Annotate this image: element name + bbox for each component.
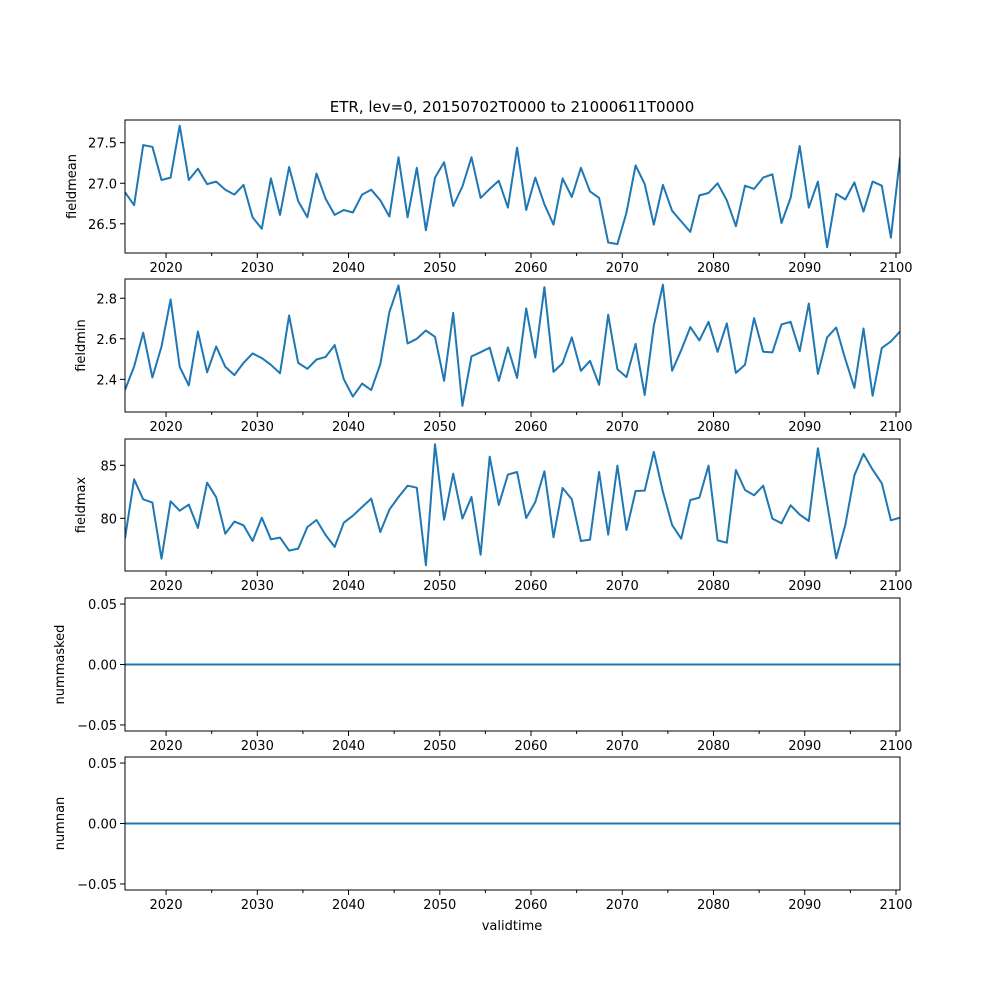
x-tick-label: 2070 — [606, 739, 639, 754]
panel-fieldmin: 2020 2030 2040 2050 2060 2070 2080 2090 2100 2.4 2… — [74, 278, 913, 435]
x-tick-label: 2030 — [241, 261, 274, 276]
series-line-fieldmax — [125, 443, 900, 567]
x-tick-label: 2060 — [514, 261, 547, 276]
y-axis-label: fieldmin — [74, 319, 89, 372]
panel-fieldmax: 2020 2030 2040 2050 2060 2070 2080 2090 2100 80 85… — [74, 438, 913, 594]
y-tick-label: 0.05 — [88, 757, 117, 772]
y-axis-label: nummasked — [53, 625, 68, 705]
x-tick-label: 2030 — [241, 898, 274, 913]
x-tick-label: 2070 — [606, 261, 639, 276]
x-tick-label: 2080 — [697, 261, 730, 276]
y-tick-label: −0.05 — [77, 878, 117, 893]
x-tick-label: 2060 — [514, 898, 547, 913]
y-tick-label: 80 — [100, 512, 117, 527]
y-axis-label: numnan — [53, 797, 68, 851]
x-tick-label: 2050 — [423, 898, 456, 913]
x-tick-label: 2030 — [241, 579, 274, 594]
x-tick-label: 2020 — [150, 420, 183, 435]
x-tick-label: 2040 — [332, 898, 365, 913]
y-tick-label: 0.00 — [88, 659, 117, 674]
x-tick-label: 2100 — [879, 898, 912, 913]
x-tick-label: 2070 — [606, 420, 639, 435]
x-tick-label: 2080 — [697, 579, 730, 594]
x-tick-label: 2020 — [150, 898, 183, 913]
axes-frame — [124, 119, 901, 254]
x-tick-label: 2050 — [423, 739, 456, 754]
panel-numnan: 2020 2030 2040 2050 2060 2070 2080 2090 2100 −0.0… — [53, 756, 913, 913]
x-tick-label: 2080 — [697, 898, 730, 913]
y-tick-label: 2.6 — [96, 333, 117, 348]
x-tick-label: 2090 — [788, 261, 821, 276]
x-tick-label: 2060 — [514, 739, 547, 754]
x-tick-label: 2040 — [332, 739, 365, 754]
x-tick-label: 2060 — [514, 579, 547, 594]
x-tick-label: 2040 — [332, 579, 365, 594]
axes-frame — [124, 438, 901, 572]
panel-nummasked: 2020 2030 2040 2050 2060 2070 2080 2090 2100 −0.0… — [53, 597, 913, 754]
x-tick-label: 2030 — [241, 739, 274, 754]
y-tick-label: 2.4 — [96, 373, 117, 388]
x-tick-label: 2060 — [514, 420, 547, 435]
x-tick-label: 2100 — [879, 579, 912, 594]
x-tick-label: 2100 — [879, 261, 912, 276]
y-tick-label: 27.0 — [88, 177, 117, 192]
y-tick-label: 0.00 — [88, 818, 117, 833]
x-tick-label: 2040 — [332, 420, 365, 435]
x-tick-label: 2050 — [423, 579, 456, 594]
x-tick-label: 2090 — [788, 898, 821, 913]
x-tick-label: 2020 — [150, 261, 183, 276]
y-axis-label: fieldmax — [74, 477, 89, 534]
x-tick-label: 2080 — [697, 420, 730, 435]
x-tick-label: 2040 — [332, 261, 365, 276]
y-tick-label: 27.5 — [88, 137, 117, 152]
x-tick-label: 2030 — [241, 420, 274, 435]
axes-frame — [124, 278, 901, 413]
y-tick-label: 26.5 — [88, 218, 117, 233]
series-line-fieldmean — [125, 124, 900, 249]
y-tick-label: 85 — [100, 459, 117, 474]
y-tick-label: −0.05 — [77, 719, 117, 734]
x-tick-label: 2100 — [879, 739, 912, 754]
x-tick-label: 2020 — [150, 739, 183, 754]
x-tick-label: 2100 — [879, 420, 912, 435]
y-axis-label: fieldmean — [65, 154, 80, 219]
x-tick-label: 2090 — [788, 579, 821, 594]
y-tick-label: 2.8 — [96, 292, 117, 307]
x-tick-label: 2050 — [423, 420, 456, 435]
panel-fieldmean: 2020 2030 2040 2050 2060 2070 2080 2090 2100 26.5… — [65, 119, 913, 276]
x-axis-label: validtime — [482, 919, 543, 934]
x-tick-label: 2090 — [788, 420, 821, 435]
x-tick-label: 2050 — [423, 261, 456, 276]
x-tick-label: 2070 — [606, 579, 639, 594]
y-tick-label: 0.05 — [88, 598, 117, 613]
chart-title: ETR, lev=0, 20150702T0000 to 21000611T00… — [330, 98, 694, 116]
x-tick-label: 2090 — [788, 739, 821, 754]
x-tick-label: 2080 — [697, 739, 730, 754]
x-tick-label: 2020 — [150, 579, 183, 594]
series-line-fieldmin — [125, 283, 900, 407]
x-tick-label: 2070 — [606, 898, 639, 913]
